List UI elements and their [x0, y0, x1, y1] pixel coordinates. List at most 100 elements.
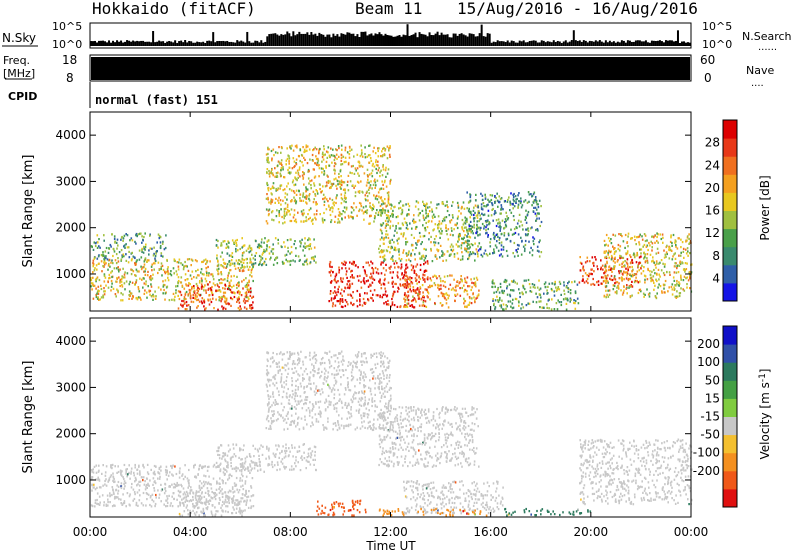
echo-cell: [170, 464, 172, 468]
echo-cell: [117, 289, 119, 292]
echo-cell: [403, 286, 406, 289]
echo-cell: [390, 213, 393, 216]
echo-cell: [332, 302, 334, 305]
noise-bar: [90, 41, 92, 46]
echo-cell: [369, 283, 371, 286]
echo-cell: [536, 217, 538, 220]
echo-cell: [367, 298, 369, 301]
echo-cell: [193, 466, 195, 469]
echo-cell: [105, 246, 108, 250]
echo-cell: [651, 270, 653, 273]
echo-cell: [121, 285, 124, 288]
echo-cell: [491, 202, 493, 205]
echo-cell: [271, 186, 274, 189]
echo-cell: [197, 286, 199, 290]
echo-cell: [338, 211, 341, 214]
echo-cell: [506, 287, 508, 290]
echo-cell: [98, 238, 100, 241]
echo-cell: [335, 272, 338, 275]
echo-cell: [475, 214, 478, 217]
echo-cell: [114, 495, 116, 498]
echo-cell: [129, 493, 131, 496]
echo-cell: [305, 219, 308, 222]
echo-cell: [288, 157, 291, 160]
echo-cell: [633, 273, 636, 276]
echo-cell: [127, 246, 130, 249]
echo-cell: [497, 287, 499, 290]
noise-bar: [384, 33, 387, 46]
echo-cell: [196, 274, 199, 277]
echo-cell: [512, 252, 514, 255]
echo-cell: [623, 265, 625, 268]
echo-cell: [313, 168, 315, 171]
echo-cell: [107, 501, 109, 504]
echo-cell: [467, 257, 469, 261]
echo-cell: [132, 270, 135, 273]
echo-cell: [344, 263, 346, 266]
echo-cell: [231, 467, 234, 470]
echo-cell: [484, 249, 487, 252]
echo-cell: [386, 250, 389, 253]
echo-cell: [178, 258, 181, 261]
echo-cell: [153, 470, 156, 473]
noise-bar: [576, 41, 579, 46]
echo-cell: [493, 304, 495, 307]
echo-cell: [519, 201, 522, 205]
echo-cell: [397, 222, 400, 225]
echo-cell: [117, 260, 120, 263]
echo-cell: [559, 282, 562, 285]
echo-cell: [252, 505, 255, 508]
echo-cell: [388, 216, 390, 219]
echo-cell: [245, 475, 248, 478]
echo-cell: [189, 289, 192, 292]
echo-cell: [130, 292, 133, 295]
echo-cell: [350, 215, 352, 218]
echo-cell: [671, 244, 673, 247]
echo-cell: [452, 248, 455, 251]
echo-cell: [251, 267, 253, 271]
echo-cell: [472, 232, 474, 235]
echo-cell: [517, 194, 519, 197]
echo-cell: [236, 297, 239, 300]
echo-cell: [604, 251, 606, 254]
echo-cell: [543, 292, 545, 295]
echo-cell: [329, 180, 331, 183]
echo-cell: [475, 193, 477, 196]
noise-bar: [424, 34, 427, 46]
echo-cell: [534, 286, 536, 289]
echo-cell: [195, 282, 198, 286]
noise-bar: [364, 31, 367, 46]
echo-cell: [443, 216, 446, 219]
echo-cell: [479, 233, 481, 236]
echo-cell: [342, 305, 344, 309]
echo-cell: [267, 146, 269, 149]
echo-cell: [646, 261, 649, 264]
echo-cell: [396, 274, 399, 277]
echo-cell: [255, 252, 258, 255]
echo-cell: [362, 212, 365, 215]
echo-cell: [290, 189, 293, 192]
echo-cell: [392, 209, 394, 212]
echo-cell: [370, 214, 372, 217]
echo-cell: [385, 185, 388, 188]
echo-cell: [380, 283, 383, 286]
echo-cell: [593, 283, 596, 286]
echo-cell: [434, 215, 436, 218]
echo-cell: [360, 280, 362, 284]
echo-cell: [613, 247, 615, 250]
echo-cell: [280, 208, 282, 211]
echo-cell: [333, 159, 336, 162]
echo-cell: [629, 273, 631, 276]
noise-bar: [252, 42, 255, 46]
echo-cell: [384, 273, 386, 276]
echo-cell: [296, 179, 298, 182]
echo-cell: [565, 285, 568, 288]
echo-cell: [151, 493, 154, 496]
echo-cell: [117, 268, 120, 271]
echo-cell: [330, 220, 332, 224]
colorbar-segment: [723, 120, 737, 139]
echo-cell: [433, 274, 436, 277]
echo-cell: [308, 182, 310, 185]
echo-cell: [386, 233, 389, 236]
echo-cell: [340, 277, 342, 280]
